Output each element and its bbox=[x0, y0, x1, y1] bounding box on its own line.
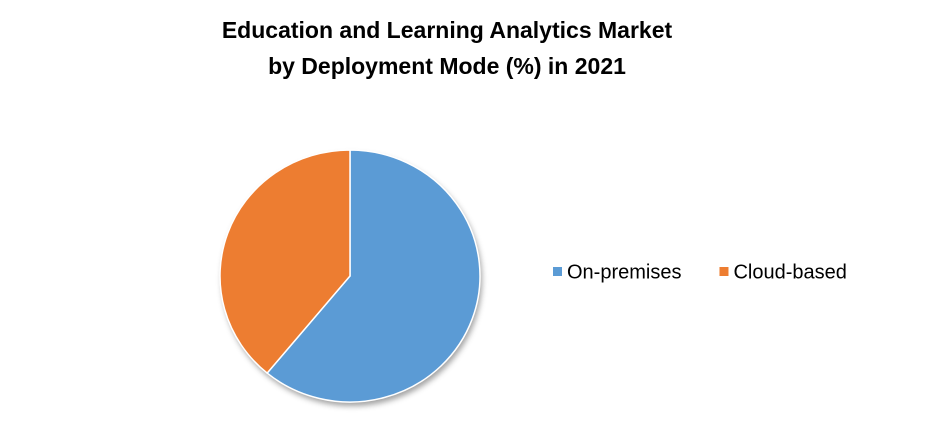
chart-title: Education and Learning Analytics Market bbox=[222, 17, 673, 43]
legend-label: On-premises bbox=[567, 261, 681, 283]
legend-marker bbox=[719, 267, 729, 276]
pie-slice bbox=[266, 149, 481, 403]
legend-marker bbox=[553, 267, 562, 276]
pie-slice bbox=[219, 149, 351, 375]
chart-title: by Deployment Mode (%) in 2021 bbox=[268, 53, 626, 79]
legend-label: Cloud-based bbox=[733, 261, 846, 283]
